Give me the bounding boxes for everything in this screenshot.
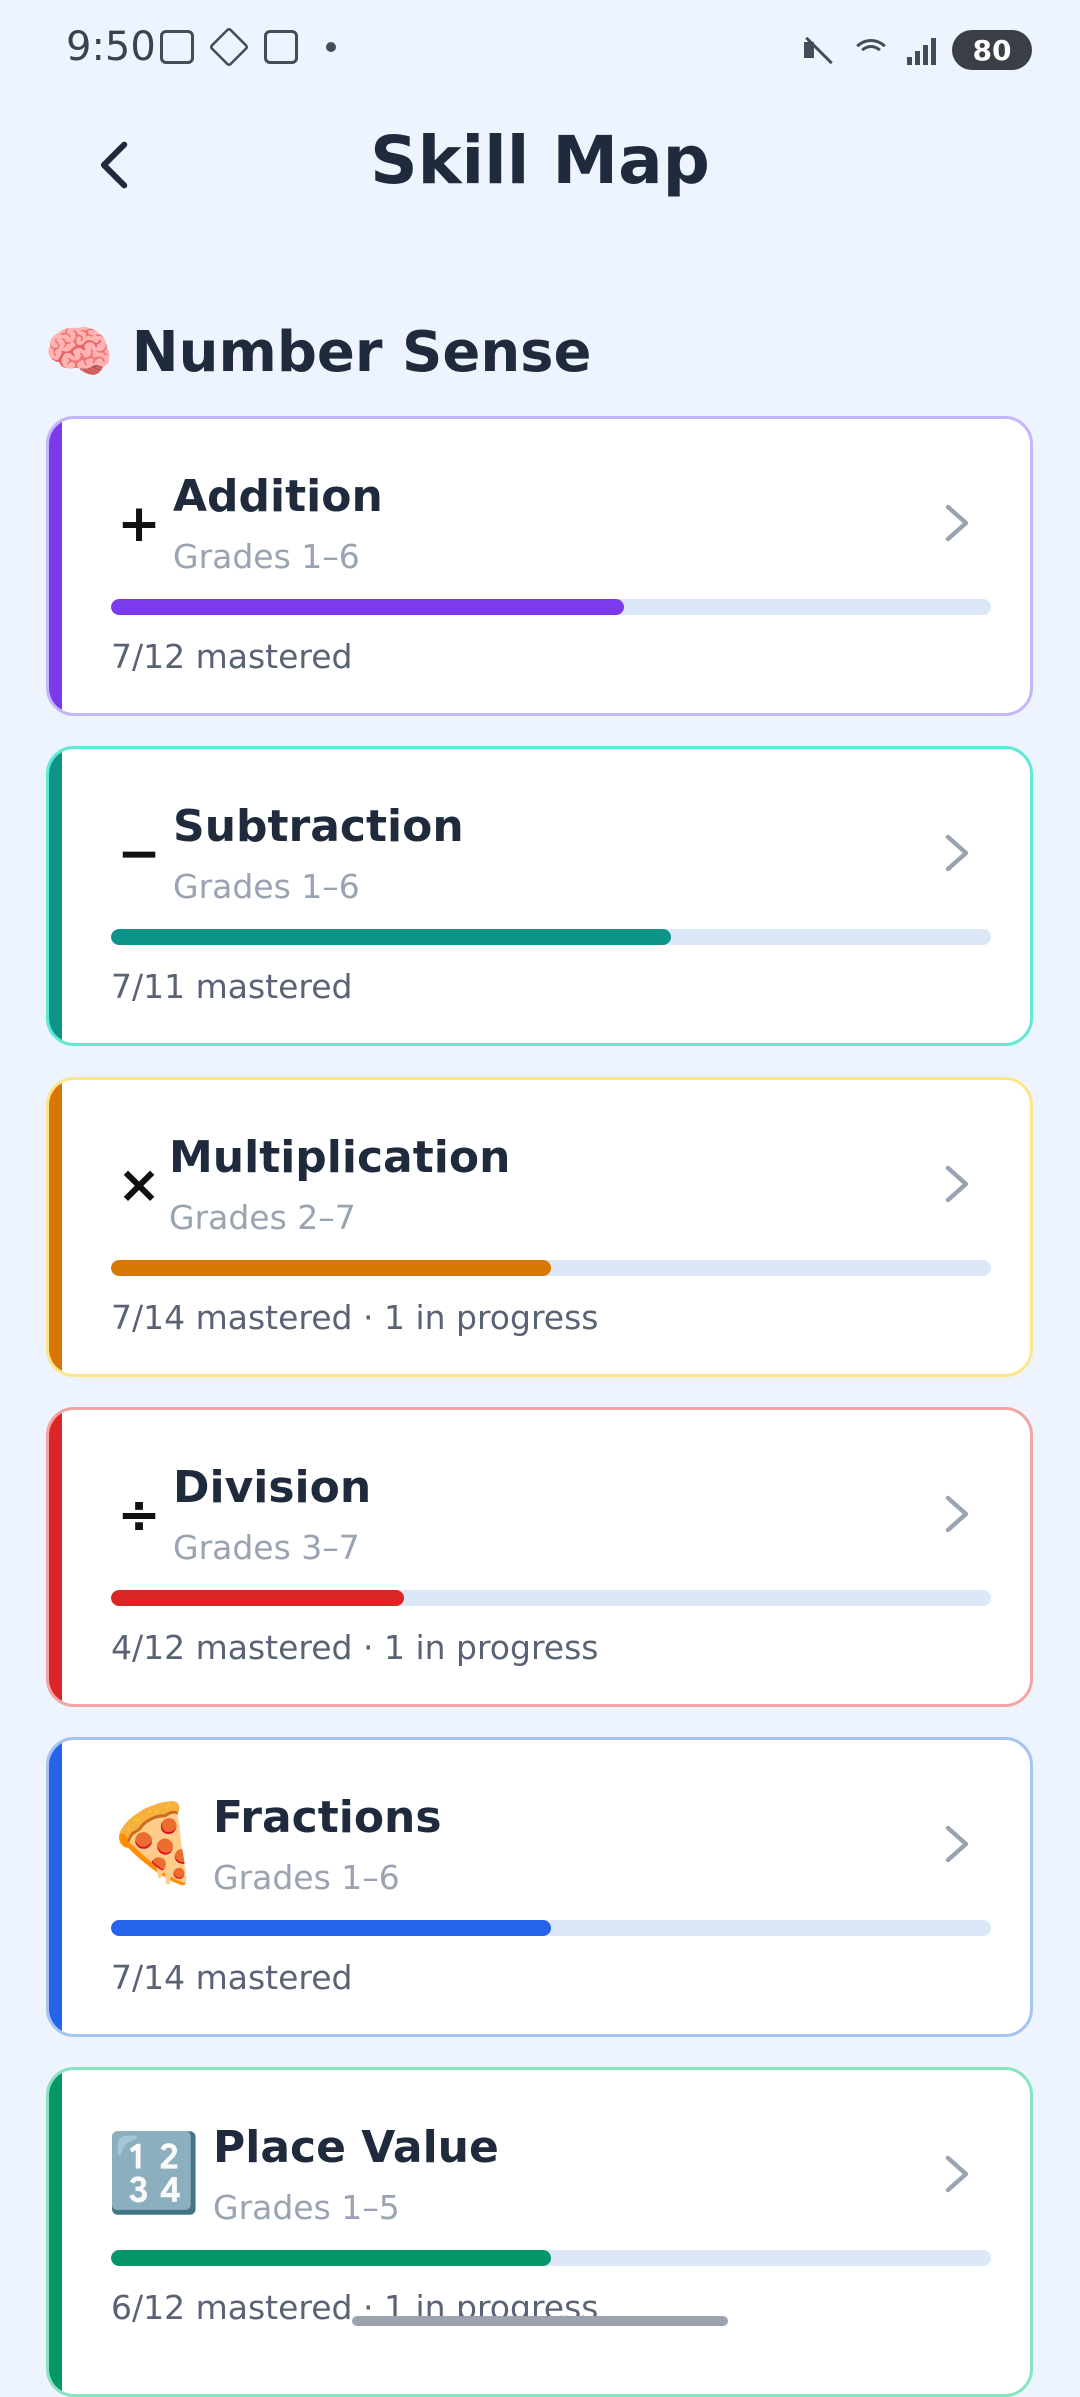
progress-track [111, 1260, 991, 1276]
card-accent [49, 1410, 62, 1704]
plus-icon: + [117, 494, 161, 554]
progress-fill [111, 929, 671, 945]
skill-grades: Grades 2–7 [169, 1198, 356, 1237]
progress-fill [111, 2250, 551, 2266]
multiply-icon: × [117, 1155, 161, 1215]
card-accent [49, 1740, 62, 2034]
chevron-right-icon [945, 1165, 969, 1203]
back-button[interactable] [80, 130, 150, 200]
progress-track [111, 1920, 991, 1936]
skill-name: Subtraction [173, 801, 464, 852]
skill-name: Place Value [213, 2122, 499, 2173]
wifi-icon [851, 33, 891, 67]
skill-card-place-value[interactable]: 🔢 Place Value Grades 1–5 6/12 mastered ·… [46, 2067, 1033, 2397]
more-notifications-dot-icon [326, 42, 336, 52]
skill-grades: Grades 1–6 [173, 867, 360, 906]
card-accent [49, 749, 62, 1043]
divide-icon: ÷ [117, 1485, 161, 1545]
progress-track [111, 929, 991, 945]
skill-grades: Grades 3–7 [173, 1528, 360, 1567]
mute-icon [801, 33, 835, 67]
chevron-right-icon [945, 2155, 969, 2193]
section-header: 🧠 Number Sense [44, 320, 592, 385]
skill-grades: Grades 1–5 [213, 2188, 400, 2227]
signal-icon [907, 35, 936, 65]
skill-card-multiplication[interactable]: × Multiplication Grades 2–7 7/14 mastere… [46, 1077, 1033, 1377]
skill-grades: Grades 1–6 [173, 537, 360, 576]
progress-fill [111, 599, 625, 615]
chevron-right-icon [945, 1825, 969, 1863]
progress-track [111, 1590, 991, 1606]
section-title: Number Sense [131, 320, 592, 385]
card-accent [49, 1080, 62, 1374]
progress-track [111, 599, 991, 615]
mastery-status: 7/14 mastered [111, 1958, 353, 1997]
skill-name: Division [173, 1462, 372, 1513]
battery-indicator: 80 [952, 30, 1032, 70]
chevron-right-icon [945, 1495, 969, 1533]
chevron-right-icon [945, 504, 969, 542]
skill-name: Multiplication [169, 1132, 511, 1183]
skill-card-subtraction[interactable]: − Subtraction Grades 1–6 7/11 mastered [46, 746, 1033, 1046]
screenshot-icon [160, 30, 194, 64]
skill-grades: Grades 1–6 [213, 1858, 400, 1897]
chevron-left-icon [100, 141, 128, 189]
status-bar: 9:50 80 [0, 0, 1080, 100]
mastery-status: 7/12 mastered [111, 637, 353, 676]
app-notification-icon [208, 26, 250, 68]
home-indicator[interactable] [352, 2316, 728, 2326]
mastery-status: 7/11 mastered [111, 967, 353, 1006]
skill-card-fractions[interactable]: 🍕 Fractions Grades 1–6 7/14 mastered [46, 1737, 1033, 2037]
progress-fill [111, 1920, 551, 1936]
skill-name: Addition [173, 471, 383, 522]
mastery-status: 4/12 mastered · 1 in progress [111, 1628, 599, 1667]
progress-fill [111, 1590, 405, 1606]
chevron-right-icon [945, 834, 969, 872]
progress-fill [111, 1260, 551, 1276]
skill-card-division[interactable]: ÷ Division Grades 3–7 4/12 mastered · 1 … [46, 1407, 1033, 1707]
card-accent [49, 419, 62, 713]
minus-icon: − [117, 824, 161, 884]
card-accent [49, 2070, 62, 2394]
status-time: 9:50 [66, 24, 156, 70]
progress-track [111, 2250, 991, 2266]
calendar-icon [264, 30, 298, 64]
skill-card-addition[interactable]: + Addition Grades 1–6 7/12 mastered [46, 416, 1033, 716]
brain-icon: 🧠 [44, 319, 114, 385]
pizza-icon: 🍕 [106, 1798, 202, 1887]
skill-name: Fractions [213, 1792, 442, 1843]
page-title: Skill Map [370, 122, 710, 199]
numbers-icon: 🔢 [106, 2128, 202, 2217]
mastery-status: 7/14 mastered · 1 in progress [111, 1298, 599, 1337]
